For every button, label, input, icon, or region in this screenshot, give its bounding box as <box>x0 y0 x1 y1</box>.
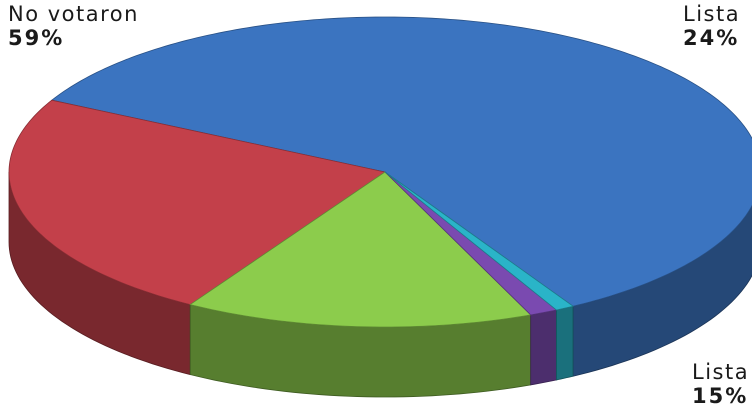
pie-slice-0 <box>50 16 752 307</box>
pie-slice-1 <box>8 99 386 306</box>
pie-slice-side-4 <box>556 305 574 381</box>
pie-slice-3 <box>384 171 558 316</box>
slice-percent: 15% <box>692 384 749 408</box>
slice-name: No votaron <box>8 2 139 26</box>
slice-name: Lista <box>692 360 750 384</box>
slice-percent: 24% <box>683 26 740 50</box>
pie-slice-side-3 <box>530 309 557 386</box>
slice-label-lista-24: Lista 24% <box>683 2 740 50</box>
pie-slice-4 <box>384 171 574 311</box>
slice-label-lista-15: Lista 15% <box>692 360 749 408</box>
slice-name: Lista <box>683 2 741 26</box>
pie-top-faces <box>8 16 752 328</box>
slice-percent: 59% <box>8 26 65 50</box>
pie-slice-2 <box>189 171 532 328</box>
slice-label-no-votaron: No votaron 59% <box>8 2 139 50</box>
